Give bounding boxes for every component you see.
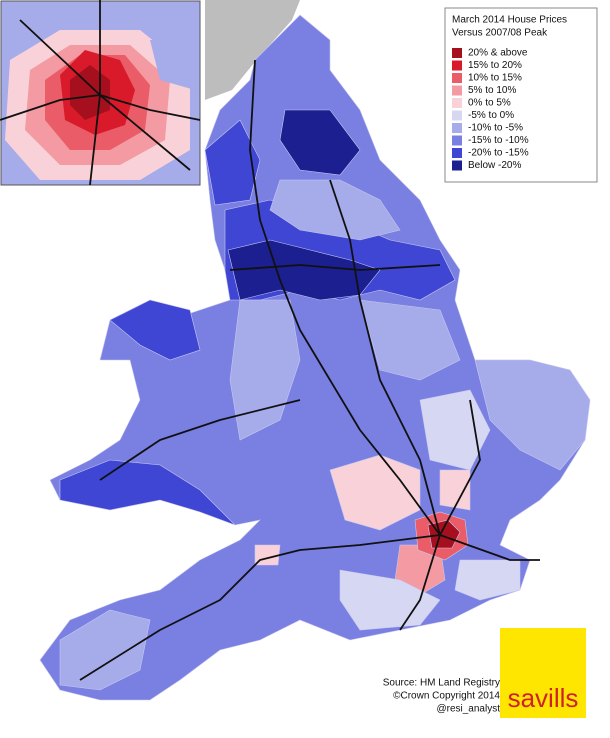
- legend-swatch: [452, 60, 462, 71]
- region: [439, 469, 471, 511]
- london-inset: [0, 0, 201, 186]
- legend-label: -5% to 0%: [468, 110, 514, 121]
- rail-line: [399, 534, 441, 631]
- legend-title: March 2014 House Prices: [452, 15, 567, 26]
- rail-line: [439, 534, 540, 561]
- rail-line: [99, 399, 301, 481]
- legend-title: Versus 2007/08 Peak: [452, 28, 548, 39]
- rail-line: [229, 264, 441, 271]
- legend-swatch: [452, 148, 462, 158]
- rail-line: [439, 399, 481, 536]
- legend-swatch: [452, 110, 462, 121]
- scotland: [205, 0, 300, 100]
- region: [269, 179, 401, 241]
- legend-label: -20% to -15%: [468, 148, 529, 159]
- region: [59, 459, 236, 526]
- legend-label: -15% to -10%: [468, 135, 529, 146]
- logo-box: [500, 628, 586, 718]
- region: [279, 109, 361, 176]
- legend-label: -10% to -5%: [468, 123, 523, 134]
- legend-swatch: [452, 48, 462, 58]
- legend-label: 10% to 15%: [468, 73, 522, 84]
- region: [474, 359, 591, 471]
- map-regions: [39, 14, 591, 701]
- region: [227, 239, 381, 301]
- region: [339, 569, 441, 631]
- legend-box: [444, 7, 598, 183]
- rail-line: [79, 534, 441, 681]
- rail-line: [249, 59, 441, 536]
- legend-swatch: [452, 98, 462, 108]
- logo: savills: [508, 683, 579, 713]
- legend-label: Below -20%: [468, 160, 521, 171]
- source-text: @resi_analyst: [436, 704, 500, 715]
- legend-label: 20% & above: [468, 48, 528, 59]
- legend-label: 15% to 20%: [468, 60, 522, 71]
- source-text: Source: HM Land Registry: [383, 678, 500, 689]
- rail-line: [329, 179, 441, 536]
- region: [59, 609, 151, 691]
- legend-swatch: [452, 135, 462, 146]
- legend-swatch: [452, 85, 462, 96]
- legend: March 2014 House Prices Versus 2007/08 P…: [444, 7, 598, 183]
- legend-swatch: [452, 123, 462, 133]
- source-text: ©Crown Copyright 2014: [393, 691, 500, 702]
- legend-swatch: [452, 160, 462, 171]
- inset-region: [150, 40, 195, 90]
- rail-lines: [79, 59, 540, 681]
- region: [359, 299, 461, 381]
- legend-label: 5% to 10%: [468, 85, 516, 96]
- inset-rail: [19, 19, 191, 171]
- legend-label: 0% to 5%: [468, 98, 511, 109]
- region: [109, 299, 201, 361]
- legend-swatch: [452, 73, 462, 83]
